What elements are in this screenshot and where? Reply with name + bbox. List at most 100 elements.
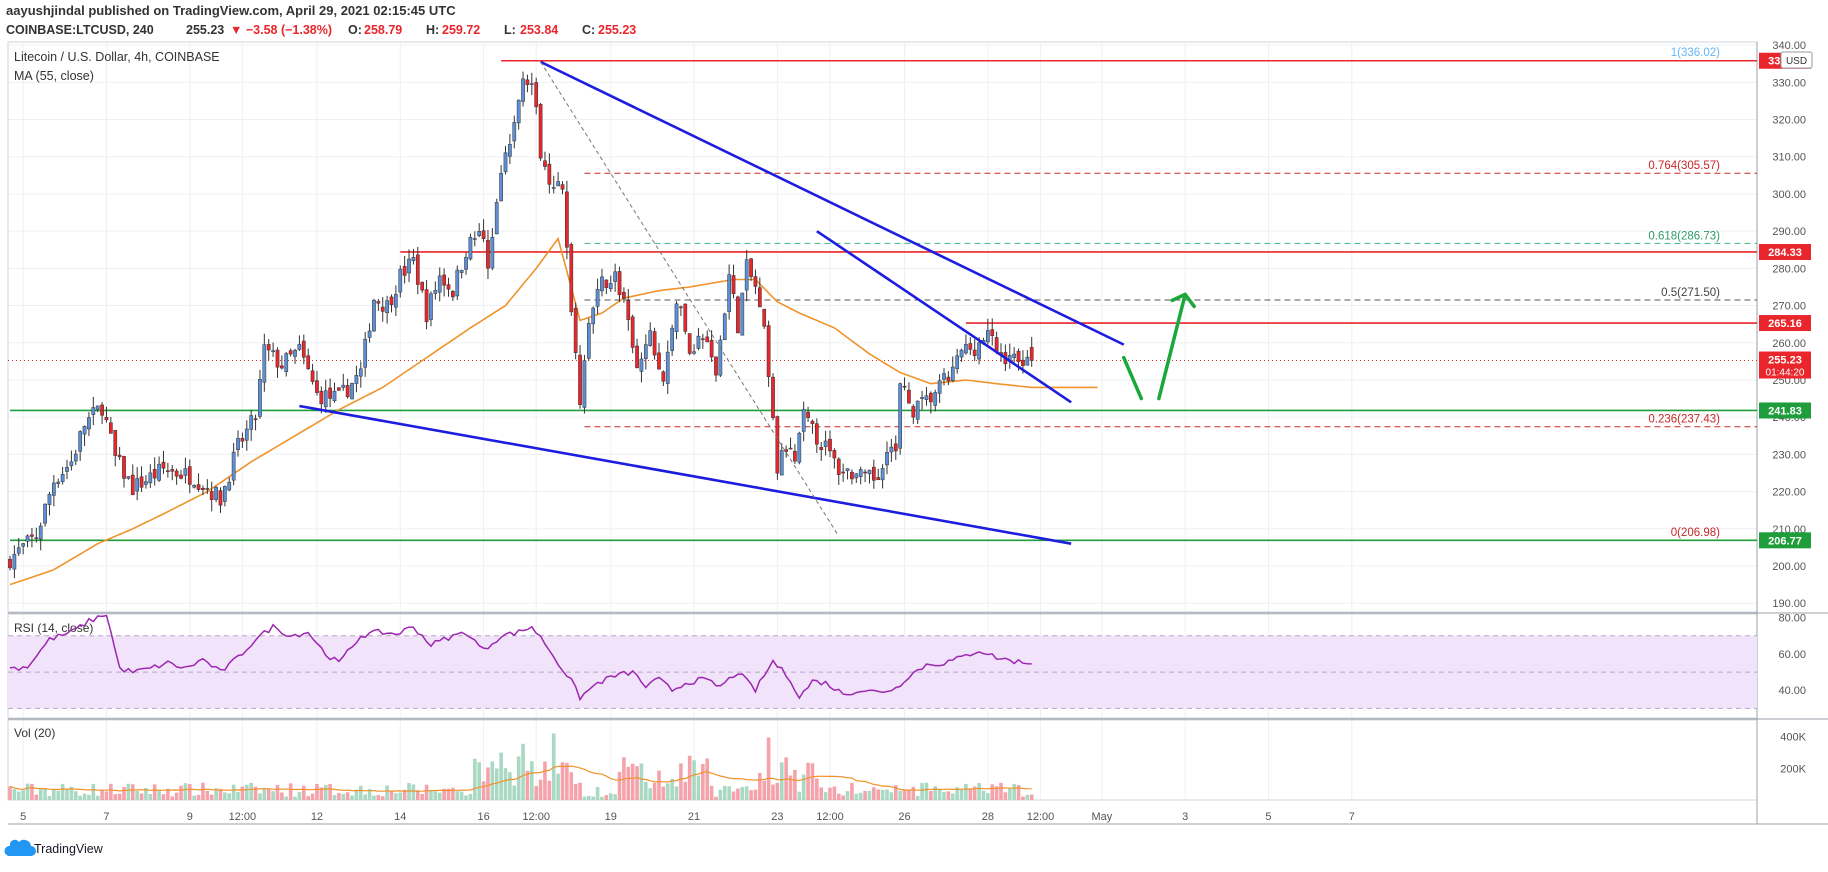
volume-bar [556,773,560,800]
volume-bar [389,790,394,800]
candle-body [762,308,767,327]
candle-body [354,375,359,384]
candle-body [622,291,626,299]
volume-bar [1021,796,1025,800]
candle-body [801,409,806,432]
volume-bar [451,787,455,800]
candle-body [968,343,973,350]
time-tick-label: 5 [1265,811,1271,823]
candle-body [863,471,867,474]
time-tick-label: 14 [394,811,406,823]
volume-bar [117,793,122,800]
time-tick-label: 7 [103,811,109,823]
volume-bar [12,789,17,800]
volume-bar [1029,794,1034,800]
candle-body [1029,347,1034,361]
candle-body [297,344,302,350]
volume-bar [959,789,964,800]
ohlc-value: 259.72 [442,23,480,37]
candle-body [481,230,486,240]
time-tick-label: 12:00 [1027,811,1055,823]
time-tick-label: 12:00 [229,811,257,823]
volume-bar [350,795,354,800]
volume-bar [876,789,881,800]
volume-bar [736,788,740,800]
volume-bar [135,790,139,800]
candle-body [389,296,394,305]
candle-body [806,411,810,418]
level-badge [1759,243,1811,260]
candle-body [315,380,319,393]
volume-bar [494,768,499,800]
candle-body [529,83,534,85]
candle-body [635,345,639,369]
candle-body [626,300,631,321]
volume-bar [779,762,784,800]
candle-body [446,284,451,290]
tradingview-logo: TradingView [4,839,104,856]
volume-tick-label: 400K [1780,732,1806,744]
volume-bar [644,781,648,800]
candle-body [630,316,635,348]
volume-bar [657,770,661,800]
candle-body [1012,353,1017,358]
volume-bar [411,784,416,800]
candle-body [893,443,898,452]
volume-bar [955,787,959,800]
volume-bar [872,787,876,800]
volume-bar [994,786,999,800]
volume-bar [525,770,530,800]
ohlc-value: 255.23 [598,23,636,37]
volume-bar [907,790,911,800]
volume-bar [490,761,495,800]
candle-body [437,275,442,293]
candle-body [1025,356,1030,366]
candle-body [170,469,175,472]
volume-bar [236,791,240,800]
candle-body [380,306,385,312]
price-tick-label: 200.00 [1772,561,1806,573]
candle-body [148,472,153,484]
volume-bar [674,786,679,800]
volume-bar [801,774,806,800]
currency-badge[interactable]: USD [1780,51,1813,69]
candle-body [617,271,622,296]
candle-body [100,404,104,416]
candle-body [937,380,942,394]
current-price-label: 255.23 [1768,355,1802,367]
volume-bar [69,786,74,800]
volume-bar [130,784,135,800]
volume-bar [253,786,258,800]
volume-bar [367,789,372,800]
candle-body [512,122,517,142]
candle-body [249,415,254,430]
candle-body [152,469,157,479]
volume-bar [196,794,201,800]
volume-bar [8,786,12,800]
candle-body [490,236,495,269]
volume-bar [503,768,508,800]
candle-body [56,481,61,484]
price-tick-label: 340.00 [1772,40,1806,52]
volume-bar [836,793,841,800]
volume-bar [582,796,587,800]
candle-body [907,389,911,404]
candle-body [867,469,872,475]
volume-bar [538,779,543,800]
time-tick-label: 3 [1182,811,1188,823]
candle-body [337,387,341,391]
volume-bar [753,789,758,800]
volume-bar [109,783,113,800]
candle-body [135,478,140,492]
volume-bar [47,796,52,800]
chart-title: Litecoin / U.S. Dollar, 4h, COINBASE [14,50,220,64]
candle-body [797,432,802,463]
candle-body [718,339,723,376]
volume-bar [477,762,481,800]
volume-tick-label: 200K [1780,763,1806,775]
volume-bar [1003,792,1008,800]
candle-body [38,525,43,540]
volume-bar [310,793,315,800]
volume-bar [345,792,350,800]
volume-bar [144,787,148,800]
